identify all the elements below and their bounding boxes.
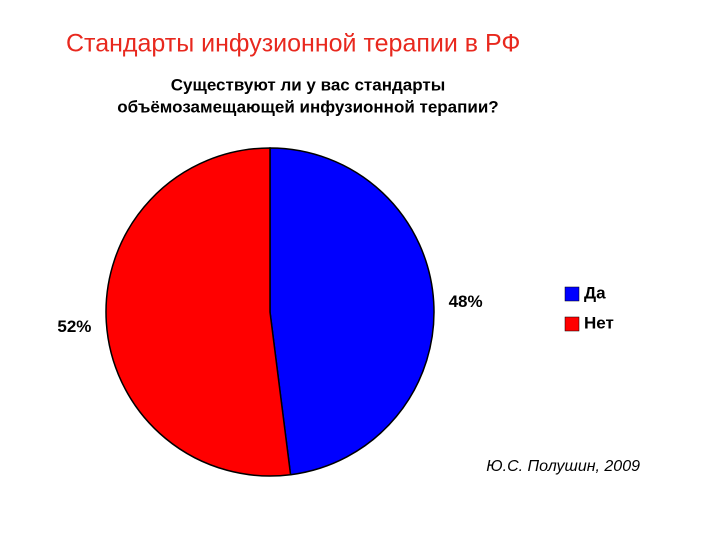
legend-swatch — [564, 286, 580, 302]
slide-title: Стандарты инфузионной терапии в РФ — [66, 30, 520, 58]
legend-swatch — [564, 316, 580, 332]
legend-label: Нет — [584, 313, 614, 332]
chart-title: объёмозамещающей инфузионной терапии? — [117, 97, 498, 116]
data-label: 52% — [57, 317, 91, 336]
annotation: Ю.С. Полушин, 2009 — [486, 458, 640, 475]
data-label: 48% — [449, 292, 483, 311]
pie-slice — [105, 147, 292, 477]
chart-title: Существуют ли у вас стандарты — [171, 75, 445, 94]
legend-label: Да — [584, 283, 606, 302]
pie-slice — [269, 147, 435, 476]
